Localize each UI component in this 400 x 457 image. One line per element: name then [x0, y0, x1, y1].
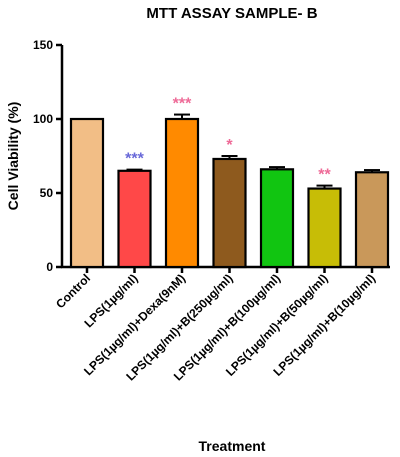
bar-4 — [259, 168, 295, 269]
significance-label: ** — [318, 167, 331, 184]
y-tick-label: 150 — [33, 38, 53, 52]
x-ticks: ControlLPS(1µg/ml)LPS(1µg/ml)+Dexa(9nM)L… — [53, 267, 378, 384]
x-axis-label: Treatment — [199, 438, 266, 454]
bars — [69, 117, 390, 269]
bar-3 — [212, 157, 247, 269]
y-tick-label: 100 — [33, 112, 53, 126]
y-ticks: 0 50 100 150 — [33, 38, 62, 274]
bar-6 — [354, 171, 390, 269]
bar-5 — [307, 187, 342, 269]
significance-marks: ********* — [125, 96, 331, 184]
significance-label: * — [226, 137, 233, 154]
significance-label: *** — [125, 151, 144, 168]
y-tick-label: 0 — [46, 260, 53, 274]
error-bars — [126, 113, 380, 189]
chart-title: MTT ASSAY SAMPLE- B — [146, 5, 317, 22]
significance-label: *** — [173, 96, 192, 113]
bar-0 — [69, 117, 105, 269]
x-tick-label: Control — [53, 271, 93, 311]
y-tick-label: 50 — [40, 186, 54, 200]
bar-2 — [164, 117, 200, 269]
bar-1 — [117, 169, 152, 269]
y-axis-label: Cell Viability (%) — [5, 102, 21, 211]
